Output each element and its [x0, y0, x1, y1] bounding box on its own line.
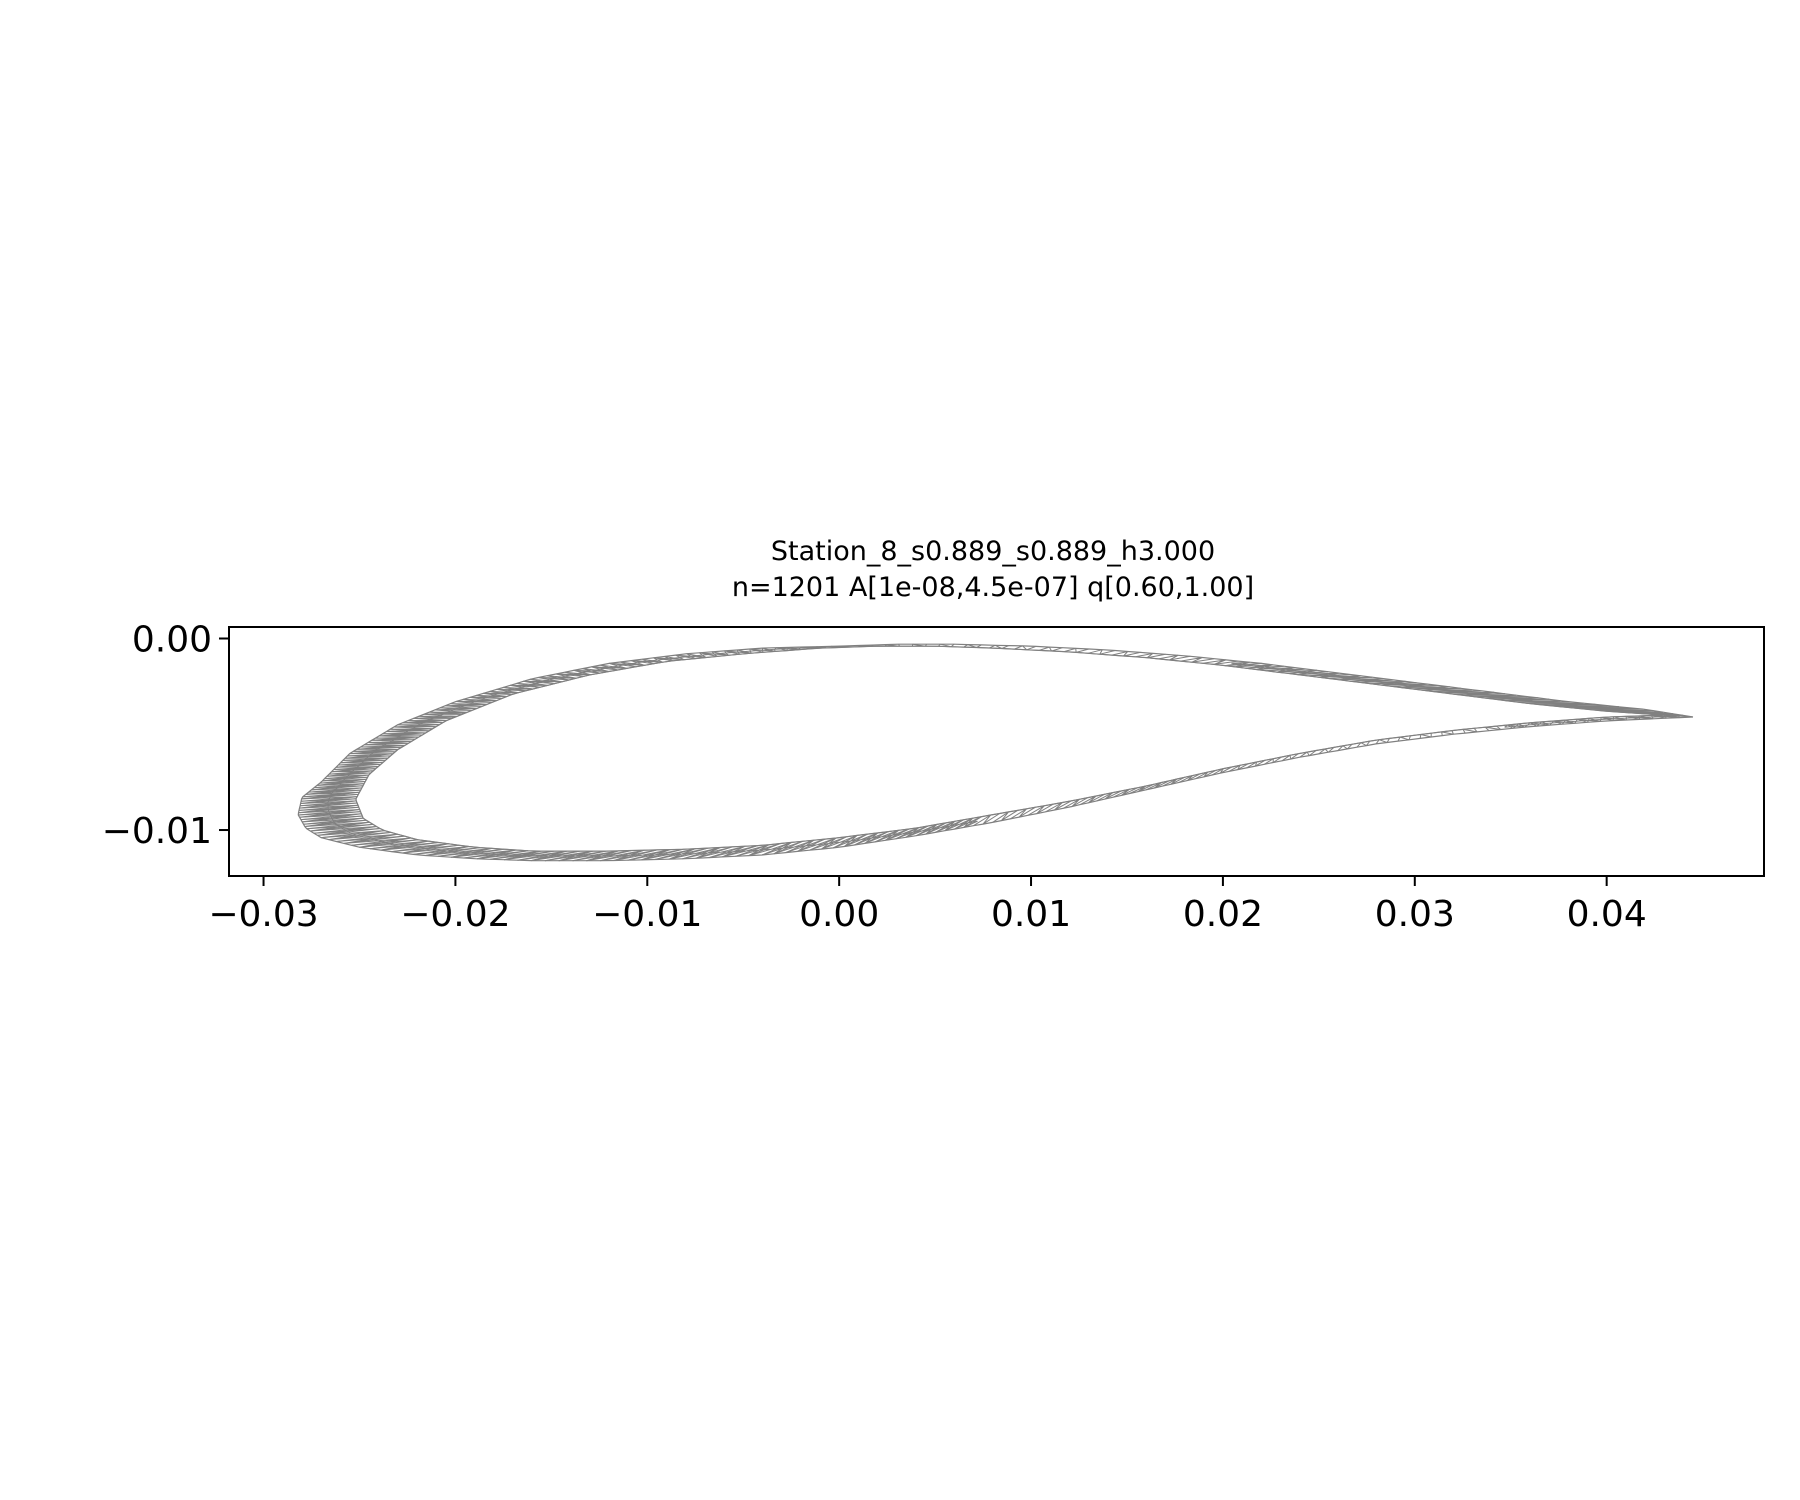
plot-title-line-2: n=1201 A[1e-08,4.5e-07] q[0.60,1.00]: [732, 572, 1254, 603]
x-tick-label: −0.01: [592, 894, 702, 935]
mesh-interior-edges: [298, 646, 1694, 862]
axes-frame: [228, 626, 1765, 877]
x-tick-label: 0.02: [1183, 894, 1263, 935]
x-tick-label: 0.04: [1567, 894, 1647, 935]
x-tick-label: 0.01: [991, 894, 1071, 935]
x-tick-label: −0.03: [208, 894, 318, 935]
y-tick-label: −0.01: [102, 811, 212, 852]
x-tick-label: 0.03: [1375, 894, 1455, 935]
x-axis: −0.03 −0.02 −0.01 0.00 0.01 0.02 0.03 0.04: [208, 876, 1647, 935]
y-axis: 0.00 −0.01: [102, 619, 229, 852]
x-tick-label: 0.00: [799, 894, 879, 935]
x-tick-label: −0.02: [400, 894, 510, 935]
plot-title-line-1: Station_8_s0.889_s0.889_h3.000: [771, 536, 1215, 567]
y-tick-label: 0.00: [132, 619, 212, 660]
airfoil-mesh: [297, 643, 1694, 862]
